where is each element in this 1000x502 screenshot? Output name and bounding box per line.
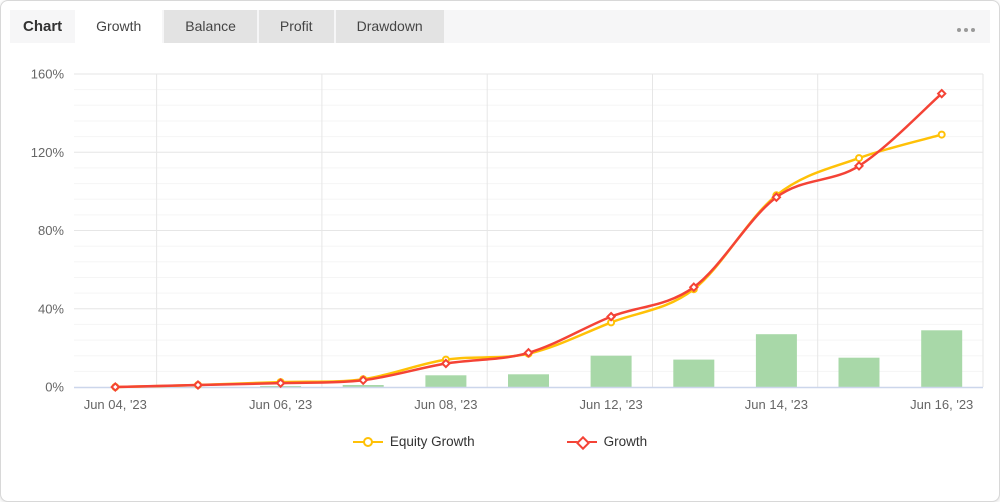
- bar-jun1423[interactable]: [755, 334, 797, 387]
- y-tick-label: 120%: [31, 145, 65, 160]
- growth-point[interactable]: [606, 311, 617, 322]
- growth-point[interactable]: [192, 379, 204, 391]
- growth-line: [114, 92, 943, 389]
- more-options-icon[interactable]: [954, 14, 990, 47]
- chart-title-label: Chart: [23, 18, 63, 35]
- growth-point[interactable]: [358, 375, 369, 386]
- chart-tabbar: Chart Growth Balance Profit Drawdown: [10, 10, 990, 50]
- bar-jun0723[interactable]: [342, 385, 384, 387]
- growth-point[interactable]: [523, 347, 534, 358]
- x-tick-label: Jun 16, '23: [910, 397, 973, 412]
- y-minor-gridlines: [74, 89, 983, 372]
- bar-jun1623[interactable]: [921, 330, 963, 387]
- bar-jun0923[interactable]: [508, 374, 549, 387]
- y-tick-label: 80%: [38, 223, 64, 238]
- legend-item-growth[interactable]: Growth: [566, 434, 648, 450]
- growth-point[interactable]: [853, 160, 865, 171]
- y-tick-label: 40%: [38, 301, 64, 316]
- y-axis-labels: 0% 40% 80% 120% 160%: [31, 67, 65, 395]
- tab-balance[interactable]: Balance: [164, 10, 257, 43]
- bar-jun1223[interactable]: [590, 355, 632, 387]
- growth-point[interactable]: [771, 192, 782, 203]
- chart-legend: Equity Growth Growth: [1, 434, 999, 450]
- bar-jun1523[interactable]: [838, 357, 880, 387]
- tab-profit[interactable]: Profit: [258, 10, 334, 43]
- bar-jun1323[interactable]: [673, 359, 715, 387]
- legend-label: Equity Growth: [389, 434, 475, 449]
- x-gridlines: [156, 74, 984, 387]
- x-tick-label: Jun 14, '23: [745, 397, 808, 412]
- x-axis-labels: Jun 04, '23 Jun 06, '23 Jun 08, '23 Jun 12,…: [84, 397, 974, 412]
- y-major-gridlines: [74, 73, 983, 310]
- tab-growth[interactable]: Growth: [75, 10, 163, 50]
- y-tick-label: 0%: [45, 380, 64, 395]
- diamond-marker-icon: [566, 435, 597, 450]
- x-tick-label: Jun 06, '23: [249, 397, 312, 412]
- x-tick-label: Jun 08, '23: [414, 397, 477, 412]
- circle-marker-icon: [352, 436, 383, 447]
- growth-point[interactable]: [936, 88, 947, 99]
- x-tick-label: Jun 04, '23: [84, 397, 147, 412]
- growth-series: [110, 88, 947, 393]
- tab-row: Chart Growth Balance Profit Drawdown: [10, 10, 990, 50]
- growth-point[interactable]: [110, 381, 121, 393]
- legend-item-equity-growth[interactable]: Equity Growth: [352, 434, 475, 449]
- equity-growth-point[interactable]: [937, 130, 946, 139]
- y-tick-label: 160%: [31, 67, 65, 82]
- growth-point[interactable]: [440, 358, 451, 369]
- x-tick-label: Jun 12, '23: [579, 397, 642, 412]
- growth-point[interactable]: [275, 378, 286, 389]
- bar-jun0823[interactable]: [425, 375, 467, 387]
- equity-growth-point[interactable]: [855, 154, 863, 163]
- legend-label: Growth: [603, 434, 648, 449]
- growth-point[interactable]: [688, 282, 699, 293]
- tabs-group: Growth Balance Profit Drawdown: [75, 10, 444, 50]
- tab-drawdown[interactable]: Drawdown: [335, 10, 444, 43]
